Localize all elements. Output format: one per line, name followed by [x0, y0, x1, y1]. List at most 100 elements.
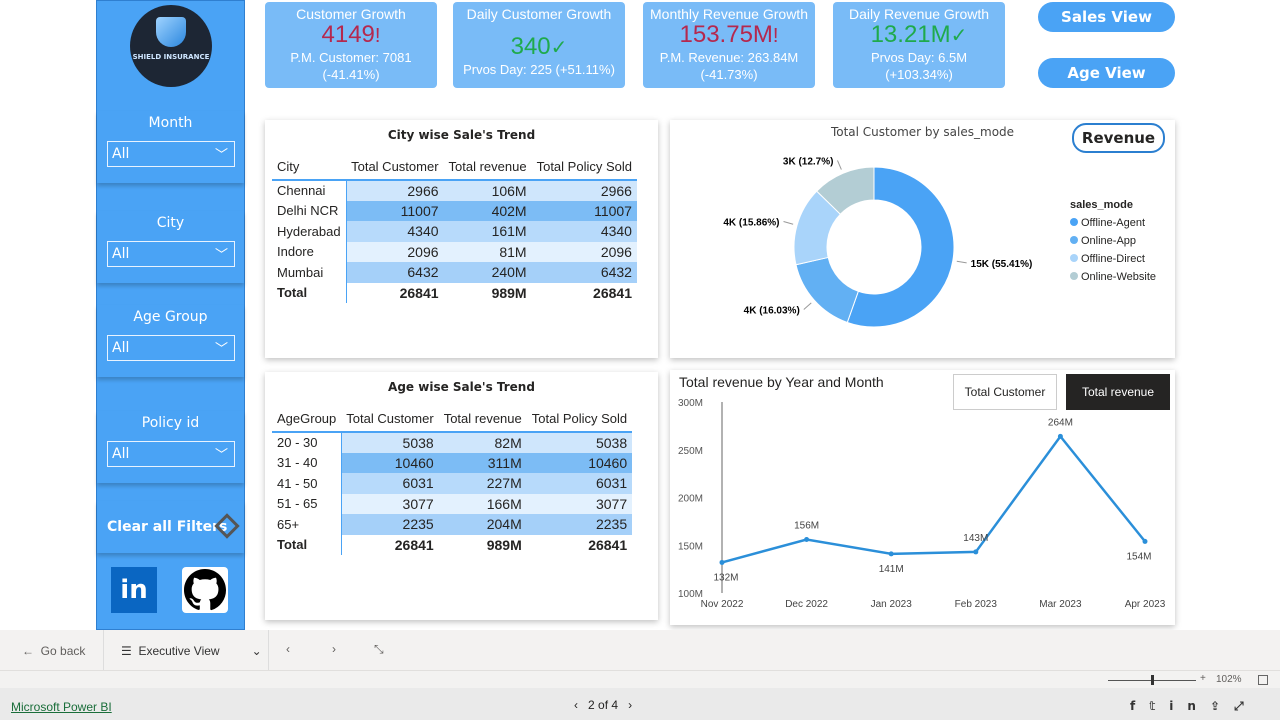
- column-header[interactable]: Total revenue: [443, 411, 522, 426]
- linkedin-icon[interactable]: in: [111, 567, 157, 613]
- column-header[interactable]: AgeGroup: [277, 411, 337, 426]
- table-cell: 4340: [531, 221, 637, 242]
- table-cell: 6031: [341, 473, 439, 494]
- table-cell: 6432: [531, 262, 637, 283]
- column-header[interactable]: Total Customer: [346, 411, 434, 426]
- table-row: 65+ 2235 204M 2235: [272, 514, 633, 535]
- table-cell: 2096: [531, 241, 637, 262]
- table-cell: Delhi NCR: [272, 200, 347, 221]
- legend-item[interactable]: Online-App: [1070, 235, 1156, 247]
- slicer-month: Month All ﹀: [97, 111, 244, 183]
- clear-filters-button[interactable]: Clear all Filters: [97, 501, 244, 553]
- y-tick-label: 100M: [678, 589, 703, 600]
- data-label: 154M: [1126, 551, 1151, 562]
- legend-item[interactable]: Offline-Direct: [1070, 253, 1156, 265]
- data-point[interactable]: [1142, 538, 1148, 544]
- table-cell: 2966: [531, 180, 637, 201]
- share-icons[interactable]: f𝕥in⇪⤢: [1130, 699, 1258, 713]
- table-cell: 4340: [346, 221, 444, 242]
- data-label: 141M: [879, 564, 904, 575]
- go-back-button[interactable]: ← Go back: [22, 644, 86, 658]
- table-cell: 227M: [438, 473, 527, 494]
- legend-item[interactable]: Offline-Agent: [1070, 217, 1156, 229]
- age-view-button[interactable]: Age View: [1038, 58, 1175, 88]
- fit-page-icon[interactable]: [1258, 675, 1268, 685]
- next-page-icon[interactable]: ›: [332, 642, 336, 656]
- collapse-icon[interactable]: ⤡: [374, 642, 384, 656]
- table-cell: Indore: [272, 241, 347, 262]
- column-header[interactable]: Total Policy Sold: [531, 411, 628, 426]
- zoom-in-icon: +: [1200, 673, 1206, 684]
- table-cell: 989M: [491, 284, 527, 301]
- table-cell: 2235: [341, 514, 439, 535]
- table-cell: 402M: [443, 200, 532, 221]
- table-row: Mumbai 6432 240M 6432: [272, 262, 637, 283]
- donut-slice[interactable]: [816, 166, 875, 215]
- table-cell: 26841: [399, 284, 439, 301]
- table-cell: 10460: [341, 452, 439, 473]
- prev-icon[interactable]: ‹: [574, 698, 578, 712]
- data-point[interactable]: [973, 549, 979, 555]
- table-cell: 5038: [341, 432, 439, 453]
- slice-label: 15K (55.41%): [971, 259, 1033, 270]
- column-header[interactable]: City: [277, 159, 300, 174]
- page-selector[interactable]: ☰ Executive View ⌄: [121, 644, 262, 658]
- data-point[interactable]: [719, 559, 725, 565]
- revenue-button[interactable]: Revenue: [1072, 123, 1165, 153]
- column-header[interactable]: Total revenue: [448, 159, 527, 174]
- table-cell: 82M: [438, 432, 527, 453]
- data-label: 264M: [1048, 417, 1073, 428]
- total-revenue-toggle[interactable]: Total revenue: [1066, 374, 1170, 410]
- next-icon[interactable]: ›: [628, 698, 633, 712]
- column-header[interactable]: Total Policy Sold: [536, 159, 632, 174]
- kpi-customer-growth: Customer Growth 4149! P.M. Customer: 7081(…: [265, 2, 437, 88]
- prev-page-icon[interactable]: ‹: [286, 642, 290, 656]
- table-row: 51 - 65 3077 166M 3077: [272, 493, 633, 514]
- github-icon[interactable]: [182, 567, 228, 613]
- data-point[interactable]: [1057, 433, 1063, 439]
- table-cell: 11007: [531, 200, 637, 221]
- age-table-panel: Age wise Sale's Trend AgeGroup Total Cust…: [265, 372, 658, 620]
- donut-slice[interactable]: [795, 256, 859, 324]
- data-label: 143M: [963, 533, 988, 544]
- x-tick-label: Jan 2023: [871, 599, 913, 610]
- power-bi-link[interactable]: Microsoft Power BI: [11, 700, 112, 714]
- table-row: Delhi NCR 11007 402M 11007: [272, 200, 637, 221]
- table-row: 41 - 50 6031 227M 6031: [272, 473, 633, 494]
- table-cell: 26841: [593, 284, 632, 301]
- table-cell: 2096: [346, 241, 444, 262]
- donut-slice[interactable]: [846, 166, 955, 328]
- donut-chart: 15K (55.41%) 4K (16.03%) 4K (15.86%) 3K (12…: [723, 156, 1033, 328]
- table-cell: 26841: [588, 536, 628, 553]
- table-cell: 3077: [526, 493, 633, 514]
- month-dropdown[interactable]: All ﹀: [107, 141, 235, 167]
- data-point[interactable]: [888, 551, 894, 557]
- table-cell: Hyderabad: [272, 221, 347, 242]
- table-cell: 240M: [443, 262, 532, 283]
- sales-view-button[interactable]: Sales View: [1038, 2, 1175, 32]
- x-tick-label: Apr 2023: [1125, 599, 1166, 610]
- shield-icon: [156, 17, 186, 47]
- table-cell: 161M: [443, 221, 532, 242]
- line-title: Total revenue by Year and Month: [679, 374, 884, 390]
- age-group-dropdown[interactable]: All ﹀: [107, 335, 235, 361]
- column-header[interactable]: Total Customer: [351, 159, 439, 174]
- line-panel: Total revenue by Year and Month Total Cu…: [670, 370, 1175, 625]
- y-tick-label: 200M: [678, 494, 703, 505]
- data-point[interactable]: [804, 537, 810, 543]
- slicer-age-group: Age Group All ﹀: [97, 305, 244, 377]
- table-cell: 3077: [341, 493, 439, 514]
- sidebar: SHIELD INSURANCE Month All ﹀ City All ﹀ Age …: [96, 0, 245, 630]
- policy-id-dropdown[interactable]: All ﹀: [107, 441, 235, 467]
- legend-item[interactable]: Online-Website: [1070, 271, 1156, 283]
- table-row: 20 - 30 5038 82M 5038: [272, 432, 633, 453]
- city-dropdown[interactable]: All ﹀: [107, 241, 235, 267]
- table-cell: 10460: [526, 452, 633, 473]
- x-tick-label: Dec 2022: [785, 599, 828, 610]
- revenue-line: [721, 434, 1146, 564]
- table-row: 31 - 40 10460 311M 10460: [272, 452, 633, 473]
- chevron-down-icon: ﹀: [214, 448, 228, 463]
- kpi-daily-revenue-growth: Daily Revenue Growth 13.21M✓ Prvos Day: 6.…: [833, 2, 1005, 88]
- total-customer-toggle[interactable]: Total Customer: [953, 374, 1057, 410]
- table-cell: 65+: [272, 514, 342, 535]
